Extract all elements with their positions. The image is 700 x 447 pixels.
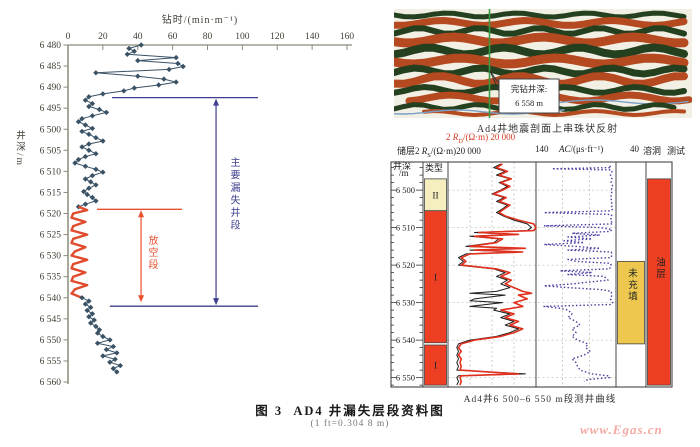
svg-text:6 495: 6 495 [40,104,62,114]
rd-min: 2 [446,132,451,142]
figure-caption: 图 3 AD4 井漏失层段资料图 [170,400,530,419]
rd-symbol: R [452,132,459,142]
svg-text:6 520: 6 520 [396,260,415,270]
figure-number: 图 3 [255,404,284,418]
svg-text:120: 120 [270,32,285,42]
rd-unit: /(Ω·m) [462,132,489,142]
svg-text:6 480: 6 480 [40,41,62,51]
log-type-header: 类型 [425,163,444,173]
svg-text:60: 60 [168,32,178,42]
ac-max-label: 40 [630,144,639,154]
cave-unfilled-label: 未充填 [626,268,636,303]
rs-max: 20 000 [456,146,481,156]
drill-chart-title: 钻时/(min·m⁻¹) [161,15,239,26]
void-interval-label: 放空段 [146,235,157,271]
watermark: www.Egas.cn [580,422,663,437]
figure-title: AD4 井漏失层段资料图 [293,404,445,418]
resistivity-rs-scale: 储层2 RS/(Ω·m)20 000 [397,144,481,159]
svg-text:6 550: 6 550 [396,373,415,383]
svg-text:80: 80 [203,32,213,42]
svg-text:6 485: 6 485 [40,62,62,72]
svg-text:6 558 m: 6 558 m [515,98,543,108]
rs-sub: S [427,151,431,159]
svg-text:6 520: 6 520 [40,210,62,220]
svg-text:6 505: 6 505 [40,146,62,156]
oil-layer-label: 油层 [654,257,664,280]
log-depth-header: 井深 [393,161,412,171]
rs-min: 2 [415,146,420,156]
rd-sub: D [458,137,463,145]
svg-text:140: 140 [305,32,320,42]
rs-symbol: R [421,146,428,156]
seismic-caption: Ad4井地震剖面上串珠状反射 [476,124,619,135]
ac-scale-label: AC/(μs·ft⁻¹) [559,144,604,154]
svg-text:6 510: 6 510 [396,223,415,233]
rs-unit: /(Ω·m) [430,146,457,156]
svg-text:6 490: 6 490 [40,83,62,93]
svg-text:100: 100 [235,32,250,42]
log-depth-unit: /m [399,168,409,178]
resistivity-rd-scale: 2 RD/(Ω·m) 20 000 [446,132,515,145]
svg-text:完钻井深:: 完钻井深: [511,84,547,94]
svg-text:6 530: 6 530 [40,252,62,262]
svg-text:6 525: 6 525 [40,231,62,241]
svg-text:I: I [434,273,437,283]
svg-text:6 500: 6 500 [40,125,62,135]
test-column-header: 测试 [667,146,686,156]
svg-text:6 560: 6 560 [40,378,62,388]
svg-text:6 510: 6 510 [40,167,62,177]
svg-text:6 555: 6 555 [40,357,62,367]
svg-text:6 550: 6 550 [40,336,62,346]
svg-text:6 540: 6 540 [396,335,415,345]
log-chart-caption: Ad4井6 500–6 550 m段测井曲线 [463,395,617,405]
svg-text:6 500: 6 500 [396,185,415,195]
svg-text:6 535: 6 535 [40,273,62,283]
drill-chart-ylabel: 井深/m [14,130,24,168]
main-loss-interval-label: 主要漏失井段 [228,157,239,232]
svg-text:20: 20 [98,32,108,42]
svg-text:6 540: 6 540 [40,294,62,304]
svg-text:6 545: 6 545 [40,315,62,325]
svg-text:40: 40 [133,32,143,42]
cave-column-header: 溶洞 [643,146,662,156]
drilling-time-chart: 0 20 40 60 80 100 120 140 160 6 480 6 485 6 490 6 49… [40,32,355,388]
figure-note: (1 ft=0.304 8 m) [310,419,390,429]
svg-text:6 530: 6 530 [396,298,415,308]
svg-text:0: 0 [66,32,71,42]
reservoir-label: 储层 [397,146,416,156]
svg-text:6 515: 6 515 [40,188,62,198]
rd-max: 20 000 [490,132,516,142]
svg-text:I: I [434,362,437,372]
svg-text:160: 160 [340,32,355,42]
ac-min-label: 140 [535,144,549,154]
svg-text:II: II [432,191,438,201]
seismic-profile-image: 完钻井深: 6 558 m [394,9,692,118]
